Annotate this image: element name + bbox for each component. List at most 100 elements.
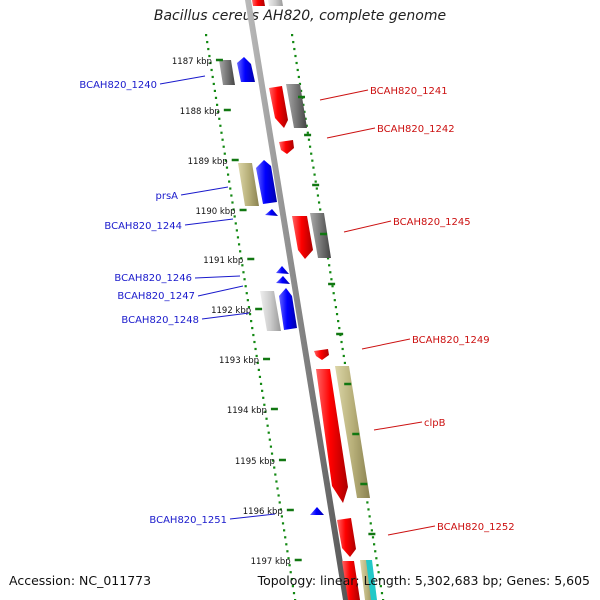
track-dot [317,201,321,204]
track-dot [314,180,317,183]
track-dot [305,124,308,127]
track-dot [274,473,277,476]
track-dot [289,571,292,574]
track-dot [340,340,343,344]
track-dot [235,229,238,232]
track-dot [256,361,259,365]
track-dot [223,152,226,155]
track-dot [332,292,335,295]
track-dot [302,103,305,106]
gene-label[interactable]: prsA [155,191,178,202]
track-dot [213,89,216,93]
track-dot [219,124,222,127]
track-dot [269,445,273,448]
track-dot [211,75,214,79]
gene-label[interactable]: clpB [424,418,446,429]
track-dot [338,326,341,330]
ruler-label: 1187 kbp [172,57,212,67]
gene-feature-bcah820-1242 [279,140,294,154]
track-dot [373,543,376,546]
track-dot [334,306,338,309]
callout-line [159,75,206,85]
track-dot [214,96,218,99]
track-dot [304,117,307,120]
gene-label[interactable]: BCAH820_1244 [104,221,182,232]
track-dot [208,54,211,58]
track-dot [330,278,333,281]
track-dot [303,110,306,113]
gene-feature-bcah820-1241 [269,86,288,128]
gene-label[interactable]: BCAH820_1251 [149,515,227,526]
track-dot [292,592,296,595]
track-dot [239,250,242,253]
gene-feature-bcah820-1249 [314,349,329,360]
gene-label[interactable]: BCAH820_1248 [121,315,199,326]
track-dot [312,166,315,169]
accession-text: Accession: NC_011773 [9,573,152,588]
track-dot [291,585,295,588]
callout-line [361,338,411,350]
track-dot [273,466,276,469]
track-dot [333,299,336,302]
track-dot [337,319,340,323]
track-dot [293,47,296,51]
callout-line [343,220,392,233]
gene-feature-partial-cyan [366,560,377,600]
track-dot [234,222,237,225]
gene-label[interactable]: BCAH820_1242 [377,124,455,135]
track-dot [225,166,229,169]
gene-label[interactable]: BCAH820_1246 [114,273,192,284]
ruler-label: 1189 kbp [188,157,228,167]
callout-line [180,186,229,196]
track-dot [210,68,213,72]
track-dot [284,536,287,539]
track-dot [224,159,227,162]
genome-title: Bacillus cereus AH820, complete genome [153,8,447,24]
track-dot [319,208,322,211]
gene-feature [310,213,331,258]
track-dot [242,271,245,274]
gene-label[interactable]: BCAH820_1252 [437,522,515,533]
gene-label[interactable]: BCAH820_1240 [79,80,157,91]
track-dot [310,152,313,155]
gene-label[interactable]: BCAH820_1249 [412,335,490,346]
gene-label[interactable]: BCAH820_1247 [117,291,195,302]
kbp-ruler: 1187 kbp 1188 kbp 1189 kbp 1190 kbp 1191 kbp… [172,57,376,567]
gene-feature [335,366,370,498]
track-dot [341,347,344,351]
track-dot [278,501,281,504]
gene-label[interactable]: BCAH820_1241 [370,86,448,97]
track-dot [343,361,347,365]
track-dot [335,313,339,316]
track-dot [237,243,241,246]
track-dot [253,340,256,344]
track-dot [275,480,278,483]
track-dot [328,264,331,267]
track-dot [267,431,270,434]
track-dot [292,40,295,44]
track-dot [228,180,231,183]
track-dot [279,508,282,511]
gene-feature-partial-grey [268,0,283,6]
callout-line [373,421,423,431]
ruler-label: 1196 kbp [243,507,283,517]
gene-label[interactable]: BCAH820_1245 [393,217,471,228]
gene-feature-bcah820-1245 [292,216,313,259]
ruler-label: 1190 kbp [196,207,236,217]
track-dot [247,306,251,309]
track-dot [222,145,225,148]
track-dot [291,34,294,37]
track-dot [229,187,232,190]
track-dot [378,578,381,581]
track-dot [232,208,235,211]
track-dot [243,278,246,281]
callout-line [229,513,276,520]
track-dot [329,271,332,274]
track-dot [206,40,209,44]
track-dot [218,117,221,120]
track-dot [286,550,289,553]
track-dot [258,375,262,378]
genome-backbone [245,0,349,600]
track-dot [295,61,298,65]
